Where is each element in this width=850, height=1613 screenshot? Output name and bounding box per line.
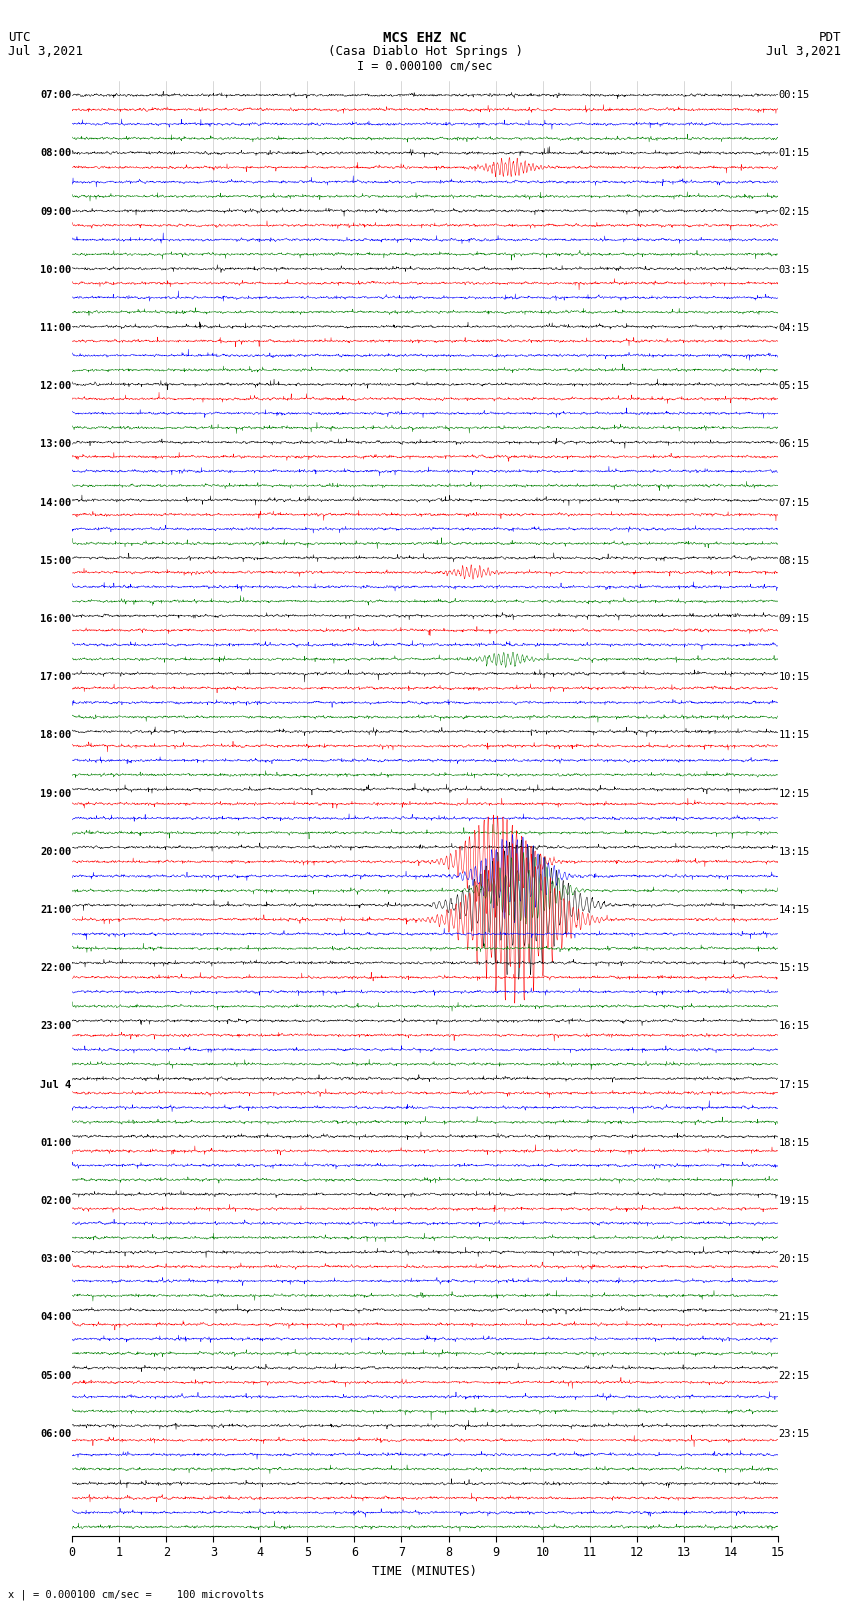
Text: 11:00: 11:00 [40, 323, 71, 332]
Text: MCS EHZ NC: MCS EHZ NC [383, 31, 467, 45]
Text: 07:00: 07:00 [40, 90, 71, 100]
X-axis label: TIME (MINUTES): TIME (MINUTES) [372, 1565, 478, 1578]
Text: 22:00: 22:00 [40, 963, 71, 973]
Text: 01:15: 01:15 [779, 148, 810, 158]
Text: 23:15: 23:15 [779, 1429, 810, 1439]
Text: Jul 3,2021: Jul 3,2021 [8, 45, 83, 58]
Text: 15:00: 15:00 [40, 556, 71, 566]
Text: 17:15: 17:15 [779, 1079, 810, 1089]
Text: 21:15: 21:15 [779, 1313, 810, 1323]
Text: 00:15: 00:15 [779, 90, 810, 100]
Text: 02:00: 02:00 [40, 1195, 71, 1207]
Text: 23:00: 23:00 [40, 1021, 71, 1031]
Text: 20:00: 20:00 [40, 847, 71, 857]
Text: 08:15: 08:15 [779, 556, 810, 566]
Text: 14:15: 14:15 [779, 905, 810, 915]
Text: PDT: PDT [819, 31, 842, 44]
Text: Jul 4: Jul 4 [40, 1079, 71, 1089]
Text: Jul 3,2021: Jul 3,2021 [767, 45, 842, 58]
Text: 06:00: 06:00 [40, 1429, 71, 1439]
Text: 19:00: 19:00 [40, 789, 71, 798]
Text: 11:15: 11:15 [779, 731, 810, 740]
Text: 20:15: 20:15 [779, 1255, 810, 1265]
Text: 03:15: 03:15 [779, 265, 810, 274]
Text: 16:15: 16:15 [779, 1021, 810, 1031]
Text: 02:15: 02:15 [779, 206, 810, 216]
Text: 18:15: 18:15 [779, 1137, 810, 1148]
Text: 21:00: 21:00 [40, 905, 71, 915]
Text: (Casa Diablo Hot Springs ): (Casa Diablo Hot Springs ) [327, 45, 523, 58]
Text: 05:15: 05:15 [779, 381, 810, 392]
Text: 01:00: 01:00 [40, 1137, 71, 1148]
Text: 06:15: 06:15 [779, 439, 810, 450]
Text: 14:00: 14:00 [40, 497, 71, 508]
Text: 09:15: 09:15 [779, 615, 810, 624]
Text: 13:15: 13:15 [779, 847, 810, 857]
Text: 19:15: 19:15 [779, 1195, 810, 1207]
Text: 13:00: 13:00 [40, 439, 71, 450]
Text: 15:15: 15:15 [779, 963, 810, 973]
Text: 12:15: 12:15 [779, 789, 810, 798]
Text: x | = 0.000100 cm/sec =    100 microvolts: x | = 0.000100 cm/sec = 100 microvolts [8, 1589, 264, 1600]
Text: 05:00: 05:00 [40, 1371, 71, 1381]
Text: 17:00: 17:00 [40, 673, 71, 682]
Text: 03:00: 03:00 [40, 1255, 71, 1265]
Text: 10:00: 10:00 [40, 265, 71, 274]
Text: 10:15: 10:15 [779, 673, 810, 682]
Text: 22:15: 22:15 [779, 1371, 810, 1381]
Text: UTC: UTC [8, 31, 31, 44]
Text: 18:00: 18:00 [40, 731, 71, 740]
Text: I = 0.000100 cm/sec: I = 0.000100 cm/sec [357, 60, 493, 73]
Text: 09:00: 09:00 [40, 206, 71, 216]
Text: 12:00: 12:00 [40, 381, 71, 392]
Text: 16:00: 16:00 [40, 615, 71, 624]
Text: 04:15: 04:15 [779, 323, 810, 332]
Text: 08:00: 08:00 [40, 148, 71, 158]
Text: 07:15: 07:15 [779, 497, 810, 508]
Text: 04:00: 04:00 [40, 1313, 71, 1323]
